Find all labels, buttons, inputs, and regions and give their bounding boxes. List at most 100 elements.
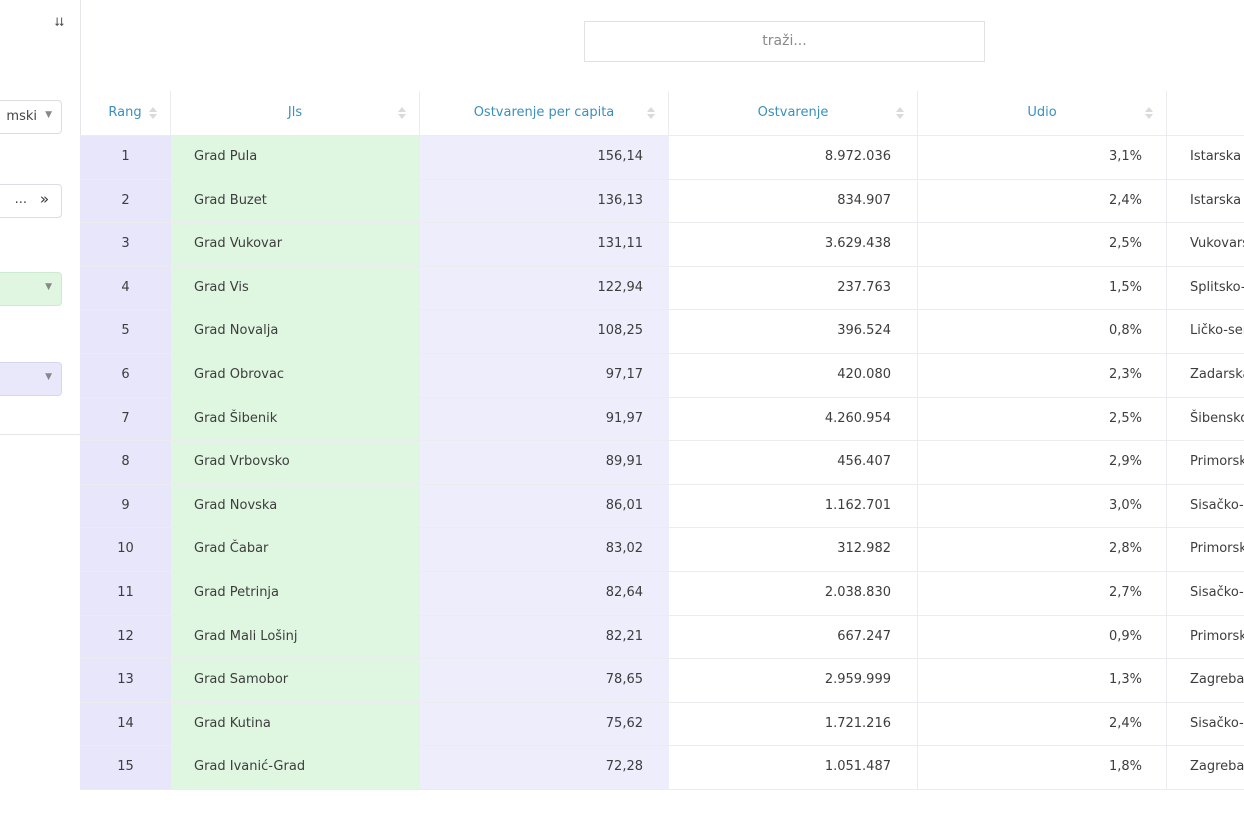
- sort-icon: [647, 107, 655, 121]
- column-header-rang[interactable]: Rang: [80, 91, 171, 136]
- cell-zupanija: Zagrebač: [1167, 659, 1244, 702]
- cell-udio: 2,5%: [918, 223, 1167, 266]
- cell-udio: 1,3%: [918, 659, 1167, 702]
- table-row[interactable]: 3 Grad Vukovar 131,11 3.629.438 2,5% Vukovars: [80, 223, 1244, 267]
- cell-per-capita: 82,21: [420, 615, 669, 659]
- sort-icon: [149, 107, 157, 121]
- cell-rang: 13: [80, 659, 171, 702]
- search-input[interactable]: traži...: [584, 21, 985, 62]
- column-header-label: Rang: [108, 105, 142, 120]
- column-header-per-capita[interactable]: Ostvarenje per capita: [420, 91, 669, 136]
- cell-ostvarenje: 834.907: [669, 179, 918, 223]
- cell-per-capita: 97,17: [420, 353, 669, 397]
- cell-ostvarenje: 1.051.487: [669, 746, 918, 789]
- cell-zupanija: Sisačko-: [1167, 702, 1244, 746]
- cell-jls: Grad Ivanić-Grad: [171, 746, 420, 789]
- caret-down-icon: ▼: [45, 282, 52, 292]
- sort-icon: [398, 107, 406, 121]
- cell-rang: 11: [80, 571, 171, 615]
- cell-jls: Grad Petrinja: [171, 571, 420, 615]
- cell-per-capita: 108,25: [420, 310, 669, 353]
- cell-per-capita: 156,14: [420, 136, 669, 179]
- cell-jls: Grad Obrovac: [171, 353, 420, 397]
- cell-udio: 2,4%: [918, 702, 1167, 746]
- table-row[interactable]: 12 Grad Mali Lošinj 82,21 667.247 0,9% Primor…: [80, 615, 1244, 660]
- table-row[interactable]: 7 Grad Šibenik 91,97 4.260.954 2,5% Šibensko: [80, 397, 1244, 442]
- column-header-label: Udio: [1027, 105, 1057, 120]
- table-row[interactable]: 14 Grad Kutina 75,62 1.721.216 2,4% Sisačko-: [80, 702, 1244, 747]
- cell-zupanija: Primorsk: [1167, 441, 1244, 484]
- type-select[interactable]: mski ▼: [0, 100, 62, 134]
- cell-udio: 0,8%: [918, 310, 1167, 353]
- cell-ostvarenje: 1.721.216: [669, 702, 918, 746]
- cell-per-capita: 89,91: [420, 441, 669, 484]
- column-header-udio[interactable]: Udio: [918, 91, 1167, 136]
- table-row[interactable]: 8 Grad Vrbovsko 89,91 456.407 2,9% Primorsk: [80, 441, 1244, 485]
- cell-jls: Grad Šibenik: [171, 397, 420, 441]
- cell-per-capita: 131,11: [420, 223, 669, 266]
- cell-zupanija: Sisačko-: [1167, 571, 1244, 615]
- cell-rang: 9: [80, 484, 171, 528]
- table-row[interactable]: 11 Grad Petrinja 82,64 2.038.830 2,7% Sisačko…: [80, 571, 1244, 616]
- period-select[interactable]: ... »: [0, 184, 62, 218]
- cell-zupanija: Zagrebač: [1167, 746, 1244, 789]
- jls-filter-select[interactable]: ▼: [0, 272, 62, 306]
- cell-rang: 14: [80, 702, 171, 746]
- sort-icon: [896, 107, 904, 121]
- cell-ostvarenje: 420.080: [669, 353, 918, 397]
- table-row[interactable]: 15 Grad Ivanić-Grad 72,28 1.051.487 1,8% Zagr…: [80, 746, 1244, 790]
- column-header-zupanija[interactable]: [1167, 91, 1244, 136]
- table-row[interactable]: 4 Grad Vis 122,94 237.763 1,5% Splitsko-: [80, 266, 1244, 311]
- cell-jls: Grad Pula: [171, 136, 420, 179]
- cell-jls: Grad Samobor: [171, 659, 420, 702]
- cell-ostvarenje: 1.162.701: [669, 484, 918, 528]
- cell-udio: 2,8%: [918, 528, 1167, 571]
- sort-icon: [1145, 107, 1153, 121]
- cell-udio: 2,9%: [918, 441, 1167, 484]
- cell-ostvarenje: 667.247: [669, 615, 918, 659]
- double-chevron-down-icon[interactable]: ⮇: [54, 15, 64, 29]
- cell-rang: 6: [80, 353, 171, 397]
- data-table: Rang Jls Ostvarenje per capita Ostvarenj…: [80, 91, 1244, 790]
- cell-zupanija: Zadarska: [1167, 353, 1244, 397]
- cell-ostvarenje: 237.763: [669, 266, 918, 310]
- cell-per-capita: 75,62: [420, 702, 669, 746]
- cell-per-capita: 72,28: [420, 746, 669, 789]
- column-header-jls[interactable]: Jls: [171, 91, 420, 136]
- cell-jls: Grad Buzet: [171, 179, 420, 223]
- cell-zupanija: Istarska ž: [1167, 179, 1244, 223]
- cell-jls: Grad Čabar: [171, 528, 420, 571]
- double-chevron-right-icon: »: [39, 190, 49, 208]
- cell-udio: 2,5%: [918, 397, 1167, 441]
- cell-jls: Grad Mali Lošinj: [171, 615, 420, 659]
- cell-ostvarenje: 3.629.438: [669, 223, 918, 266]
- cell-per-capita: 136,13: [420, 179, 669, 223]
- cell-rang: 7: [80, 397, 171, 441]
- column-header-label: Jls: [287, 105, 303, 120]
- table-row[interactable]: 9 Grad Novska 86,01 1.162.701 3,0% Sisačko-: [80, 484, 1244, 529]
- cell-rang: 2: [80, 179, 171, 223]
- cell-udio: 3,1%: [918, 136, 1167, 179]
- rang-filter-select[interactable]: ▼: [0, 362, 62, 396]
- cell-zupanija: Primorsk: [1167, 615, 1244, 659]
- cell-ostvarenje: 312.982: [669, 528, 918, 571]
- cell-zupanija: Šibensko: [1167, 397, 1244, 441]
- caret-down-icon: ▼: [45, 110, 52, 120]
- cell-per-capita: 83,02: [420, 528, 669, 571]
- cell-ostvarenje: 8.972.036: [669, 136, 918, 179]
- cell-per-capita: 122,94: [420, 266, 669, 310]
- cell-udio: 1,5%: [918, 266, 1167, 310]
- column-header-label: Ostvarenje: [757, 105, 829, 120]
- period-select-value: ...: [14, 192, 27, 207]
- cell-jls: Grad Novska: [171, 484, 420, 528]
- column-header-ostvarenje[interactable]: Ostvarenje: [669, 91, 918, 136]
- table-row[interactable]: 10 Grad Čabar 83,02 312.982 2,8% Primorsk: [80, 528, 1244, 572]
- type-select-value: mski: [6, 109, 37, 124]
- cell-per-capita: 91,97: [420, 397, 669, 441]
